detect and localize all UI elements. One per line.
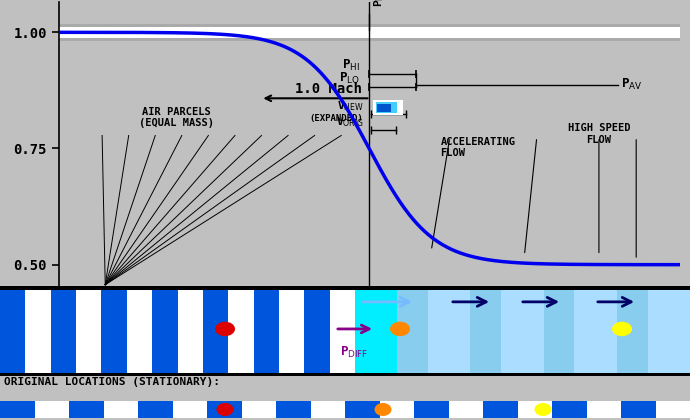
Bar xyxy=(279,287,304,374)
Bar xyxy=(172,401,207,418)
Text: (EXPANDED): (EXPANDED) xyxy=(310,114,364,123)
Bar xyxy=(59,24,680,41)
Bar xyxy=(69,401,104,418)
Bar xyxy=(26,287,50,374)
Ellipse shape xyxy=(612,322,632,336)
Text: V$_{\rm ORIG}$: V$_{\rm ORIG}$ xyxy=(335,115,364,129)
Bar xyxy=(304,287,330,374)
Bar xyxy=(241,401,276,418)
Bar xyxy=(253,287,279,374)
Text: P$_{\rm DIFF}$: P$_{\rm DIFF}$ xyxy=(340,345,368,360)
Bar xyxy=(0,401,34,418)
Ellipse shape xyxy=(215,322,235,336)
Text: HIGH SPEED
FLOW: HIGH SPEED FLOW xyxy=(568,123,630,144)
Bar xyxy=(276,401,310,418)
Text: 1.0 Mach: 1.0 Mach xyxy=(295,82,362,97)
Bar xyxy=(621,401,656,418)
Text: ACCELERATING
FLOW: ACCELERATING FLOW xyxy=(441,137,515,158)
Text: V$_{\rm NEW}$: V$_{\rm NEW}$ xyxy=(337,99,364,113)
Bar xyxy=(355,287,397,374)
Bar xyxy=(483,401,518,418)
Bar xyxy=(380,401,414,418)
Ellipse shape xyxy=(217,403,233,416)
Bar xyxy=(544,287,574,374)
Bar xyxy=(152,287,177,374)
Text: AIR PARCELS
(EQUAL MASS): AIR PARCELS (EQUAL MASS) xyxy=(139,107,214,128)
Text: P$_{\rm LO}$: P$_{\rm LO}$ xyxy=(339,71,360,86)
Bar xyxy=(373,100,403,115)
Bar xyxy=(471,287,501,374)
Bar xyxy=(0,373,690,376)
Text: P$_{\rm DIFF}$: P$_{\rm DIFF}$ xyxy=(373,0,386,7)
Text: ORIGINAL LOCATIONS (STATIONARY):: ORIGINAL LOCATIONS (STATIONARY): xyxy=(4,377,220,387)
Bar xyxy=(448,401,483,418)
Bar xyxy=(617,287,647,374)
Bar xyxy=(0,286,690,290)
Bar xyxy=(330,287,355,374)
Bar xyxy=(101,287,127,374)
Bar xyxy=(518,401,552,418)
Bar xyxy=(414,401,448,418)
Bar xyxy=(59,27,680,38)
Text: P$_{\rm AV}$: P$_{\rm AV}$ xyxy=(621,77,642,92)
Bar xyxy=(228,287,253,374)
Bar xyxy=(127,287,152,374)
Text: P$_{\rm HI}$: P$_{\rm HI}$ xyxy=(342,58,360,73)
Bar xyxy=(177,287,203,374)
Bar xyxy=(34,401,69,418)
Bar xyxy=(552,401,586,418)
Bar xyxy=(0,287,26,374)
Bar xyxy=(376,102,397,113)
Bar xyxy=(397,287,428,374)
Bar xyxy=(310,401,345,418)
Ellipse shape xyxy=(390,322,410,336)
Text: Pressure (bar): Pressure (bar) xyxy=(12,0,177,1)
Bar xyxy=(104,401,138,418)
Ellipse shape xyxy=(535,403,551,416)
Bar xyxy=(656,401,690,418)
Bar xyxy=(50,287,76,374)
Bar xyxy=(203,287,228,374)
Bar xyxy=(345,401,380,418)
Bar xyxy=(138,401,172,418)
Bar xyxy=(207,401,242,418)
Ellipse shape xyxy=(375,403,391,416)
Bar xyxy=(377,104,391,112)
Bar xyxy=(586,401,621,418)
Bar xyxy=(397,287,690,374)
Bar xyxy=(76,287,101,374)
